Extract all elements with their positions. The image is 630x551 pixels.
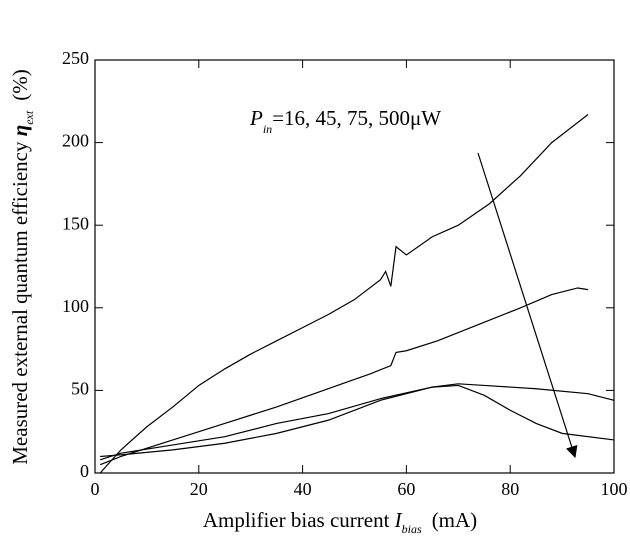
x-tick-label: 80: [501, 479, 519, 499]
y-axis-label: Measured external quantum efficiency ηex…: [8, 69, 36, 465]
annotation-text: =16, 45, 75, 500μW: [272, 106, 441, 130]
x-axis-label: Amplifier bias current Ibias (mA): [203, 508, 477, 536]
y-label-symbol: η: [8, 125, 32, 137]
x-label-text: Amplifier bias current: [203, 508, 390, 532]
x-tick-label: 40: [294, 479, 312, 499]
x-label-symbol: I: [394, 508, 403, 532]
x-tick-label: 100: [601, 479, 628, 499]
x-label-unit: (mA): [432, 508, 478, 532]
plot-frame: [94, 59, 615, 474]
y-label-unit: (%): [8, 69, 32, 100]
y-tick-label: 250: [62, 48, 89, 68]
x-tick-label: 0: [91, 479, 100, 499]
y-tick-label: 100: [62, 296, 89, 316]
y-tick-label: 0: [80, 461, 89, 481]
series-line: [99, 287, 589, 466]
x-tick-label: 20: [190, 479, 208, 499]
series-line: [100, 384, 615, 458]
series-line: [100, 383, 615, 461]
annotation-symbol: P: [249, 106, 263, 130]
y-label-text: Measured external quantum efficiency: [8, 141, 32, 465]
x-label-subscript: bias: [402, 522, 422, 536]
y-tick-label: 150: [62, 213, 89, 233]
series-line: [99, 114, 589, 474]
y-tick-label: 200: [62, 131, 89, 151]
y-label-subscript: ext: [22, 110, 36, 125]
x-tick-label: 60: [397, 479, 415, 499]
annotation: Pin=16, 45, 75, 500μW: [249, 106, 441, 136]
annotation-subscript: in: [263, 122, 272, 136]
y-tick-label: 50: [71, 379, 89, 399]
